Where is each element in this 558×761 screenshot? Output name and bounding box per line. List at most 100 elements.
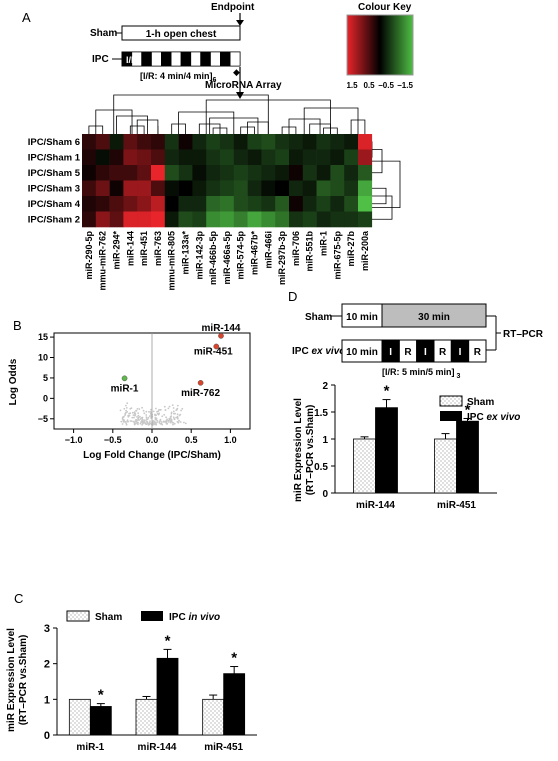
volcano-point	[137, 412, 139, 414]
endpoint-label: Endpoint	[211, 2, 255, 13]
volcano-point	[135, 414, 137, 416]
volcano-point	[125, 413, 127, 415]
volcano-point	[138, 408, 140, 410]
heatmap-cell	[151, 212, 165, 228]
volcano-point	[148, 411, 150, 413]
heatmap-cell	[179, 134, 193, 150]
colour-key-tick-label: 0.5	[363, 81, 375, 90]
heatmap-column-label: miR-551b	[305, 231, 315, 272]
volcano-point	[158, 409, 160, 411]
c-y-label-1: miR Expression Level	[6, 628, 17, 732]
d-sham-label: Sham	[305, 312, 332, 323]
category-label: miR-451	[437, 500, 476, 511]
heatmap-cell	[137, 196, 151, 212]
heatmap-cell	[220, 134, 234, 150]
volcano-point	[134, 424, 136, 426]
volcano-point	[181, 408, 183, 410]
heatmap-row-label: IPC/Sham 1	[28, 153, 81, 164]
heatmap-cell	[192, 196, 206, 212]
category-label: miR-451	[204, 742, 243, 753]
heatmap-cell	[289, 196, 303, 212]
heatmap-cell	[261, 196, 275, 212]
heatmap-column-label: miR-466i	[263, 231, 273, 269]
heatmap-row-label: IPC/Sham 4	[28, 199, 81, 210]
bar-ipc	[376, 408, 398, 493]
bar-sham	[435, 439, 457, 493]
heatmap-cell	[330, 212, 344, 228]
d-rtpcr-label: RT–PCR	[503, 329, 544, 340]
d-sham-10-label: 10 min	[346, 312, 378, 323]
volcano-point	[143, 410, 145, 412]
y-tick-label: 10	[38, 353, 48, 363]
volcano-highlight-point	[122, 376, 127, 381]
heatmap-cell	[110, 150, 124, 166]
heatmap-cell	[317, 196, 331, 212]
volcano-point	[125, 405, 127, 407]
heatmap-cell	[137, 134, 151, 150]
volcano-point	[168, 418, 170, 420]
y-tick-label: 1.5	[314, 408, 328, 419]
heatmap-cell	[137, 181, 151, 197]
heatmap-cell	[82, 181, 96, 197]
heatmap-column-label: miR-297b-3p	[277, 231, 287, 286]
y-tick-label: 0	[322, 489, 328, 500]
panel-c-letter: C	[14, 591, 23, 606]
volcano-point	[120, 410, 122, 412]
significance-star: *	[231, 650, 237, 667]
heatmap-cell	[192, 165, 206, 181]
volcano-point	[168, 408, 170, 410]
heatmap-cell	[123, 165, 137, 181]
heatmap-cell	[165, 165, 179, 181]
heatmap-cell	[82, 165, 96, 181]
volcano-point	[125, 422, 127, 424]
heatmap-cell	[330, 196, 344, 212]
volcano-point	[164, 406, 166, 408]
heatmap-cell	[248, 165, 262, 181]
volcano-point	[123, 408, 125, 410]
category-label: miR-1	[76, 742, 104, 753]
heatmap-cell	[358, 212, 372, 228]
volcano-point	[178, 420, 180, 422]
x-tick-label: 0.5	[185, 435, 198, 445]
heatmap-cell	[275, 165, 289, 181]
ischemia-block	[161, 52, 171, 66]
volcano-point	[171, 412, 173, 414]
volcano-point	[141, 407, 143, 409]
volcano-highlight-point	[198, 380, 203, 385]
heatmap-cell	[330, 150, 344, 166]
volcano-point	[177, 417, 179, 419]
volcano-point	[137, 423, 139, 425]
sham-label: Sham	[90, 28, 117, 39]
volcano-point-label: miR-762	[181, 388, 220, 399]
volcano-point	[137, 418, 139, 420]
volcano-point	[153, 411, 155, 413]
heatmap-cell	[330, 134, 344, 150]
heatmap-column-label: miR-467b*	[250, 231, 260, 276]
volcano-point	[166, 418, 168, 420]
volcano-point	[134, 411, 136, 413]
heatmap-cell	[82, 212, 96, 228]
array-arrow	[236, 92, 244, 99]
heatmap-cell	[96, 212, 110, 228]
heatmap-cell	[165, 134, 179, 150]
heatmap-column-label: miR-27b	[346, 231, 356, 267]
bar-ipc	[457, 421, 479, 493]
significance-star: *	[165, 632, 171, 649]
volcano-point	[153, 422, 155, 424]
heatmap-cell	[317, 150, 331, 166]
heatmap-cell	[179, 165, 193, 181]
y-tick-label: 15	[38, 332, 48, 342]
panel-b-letter: B	[13, 318, 22, 333]
heatmap-column-label: miR-133a*	[181, 231, 191, 275]
d-ipc-label: IPC ex vivo	[292, 346, 345, 357]
volcano-point	[163, 421, 165, 423]
c-legend-ipc-label: IPC in vivo	[169, 612, 220, 623]
heatmap-cell	[179, 212, 193, 228]
heatmap-cell	[82, 150, 96, 166]
significance-star: *	[384, 383, 390, 400]
heatmap-column-label: mmu-miR-762	[98, 231, 108, 291]
heatmap-cell	[330, 181, 344, 197]
heatmap-cell	[220, 196, 234, 212]
volcano-point	[165, 409, 167, 411]
